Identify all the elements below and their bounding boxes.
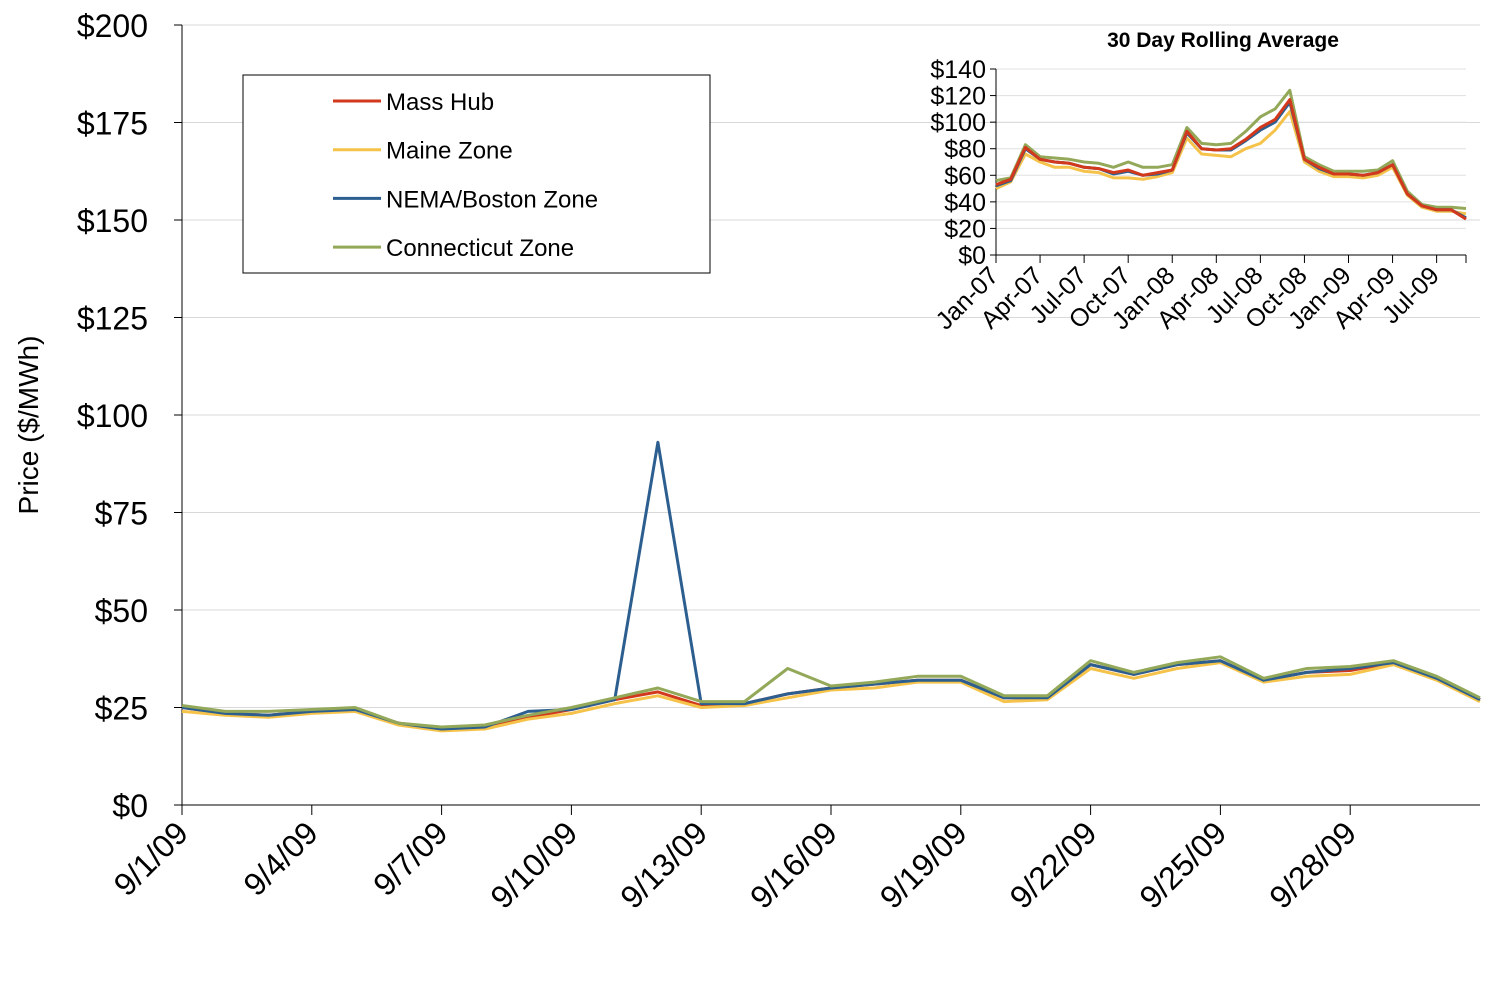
inset-y-tick-label: $20 (944, 215, 986, 243)
main-x-tick-label: 9/28/09 (1262, 814, 1363, 915)
legend-label-maine-zone: Maine Zone (386, 138, 513, 165)
y-axis-label: Price ($/MWh) (13, 336, 44, 515)
inset-axes (990, 68, 1467, 263)
main-y-tick-label: $75 (95, 496, 148, 532)
main-y-tick-labels: $0 $25 $50 $75 $100 $125 $150 $175 $200 (77, 8, 148, 824)
inset-series-line-mass-hub (995, 98, 1467, 221)
main-x-tick-label: 9/19/09 (873, 814, 974, 915)
main-y-tick-label: $100 (77, 398, 148, 434)
main-y-tick-label: $175 (77, 106, 148, 142)
series-line-connecticut-zone (181, 655, 1481, 729)
main-y-tick-label: $125 (77, 301, 148, 337)
main-x-tick-label: 9/1/09 (107, 814, 195, 902)
legend: Mass Hub Maine Zone NEMA/Boston Zone Connec… (242, 74, 711, 274)
inset-series-line-connecticut-zone (995, 88, 1467, 210)
main-y-tick-label: $50 (95, 593, 148, 629)
legend-label-mass-hub: Mass Hub (386, 89, 494, 116)
main-x-tick-label: 9/16/09 (743, 814, 844, 915)
main-x-tick-label: 9/25/09 (1132, 814, 1233, 915)
main-x-tick-label: 9/7/09 (366, 814, 454, 902)
inset-gridlines (996, 68, 1466, 229)
inset-y-tick-labels: $0$20$40$60$80$100$120$140 (930, 56, 986, 270)
inset-x-tick-labels: Jan-07Apr-07Jul-07Oct-07Jan-08Apr-08Jul-… (930, 261, 1444, 335)
inset-y-tick-label: $100 (930, 109, 986, 137)
main-y-tick-label: $150 (77, 203, 148, 239)
inset-y-tick-label: $0 (958, 242, 986, 270)
legend-label-nema-boston-zone: NEMA/Boston Zone (386, 186, 598, 213)
main-axes (174, 24, 1480, 815)
main-x-tick-label: 9/13/09 (613, 814, 714, 915)
main-x-tick-label: 9/4/09 (236, 814, 324, 902)
legend-label-connecticut-zone: Connecticut Zone (386, 235, 574, 262)
main-series-lines (181, 440, 1481, 733)
legend-box (242, 74, 711, 274)
inset-y-tick-label: $120 (930, 83, 986, 111)
main-x-tick-label: 9/22/09 (1003, 814, 1104, 915)
main-y-tick-label: $25 (95, 691, 148, 727)
inset-y-tick-label: $140 (930, 56, 986, 84)
inset-y-tick-label: $80 (944, 136, 986, 164)
main-y-tick-label: $0 (112, 788, 148, 824)
main-x-tick-labels: 9/1/09 9/4/09 9/7/09 9/10/09 9/13/09 9/16/09 9… (107, 814, 1364, 915)
inset-series-line-maine-zone (995, 110, 1467, 216)
inset-series-lines (995, 88, 1467, 221)
inset-y-tick-label: $40 (944, 189, 986, 217)
main-y-tick-label: $200 (77, 8, 148, 44)
main-x-tick-label: 9/10/09 (483, 814, 584, 915)
inset-chart: 30 Day Rolling Average $0$20$40$60$80$10… (930, 29, 1467, 335)
inset-y-tick-label: $60 (944, 162, 986, 190)
series-line-maine-zone (181, 661, 1481, 733)
inset-title: 30 Day Rolling Average (1107, 29, 1339, 52)
